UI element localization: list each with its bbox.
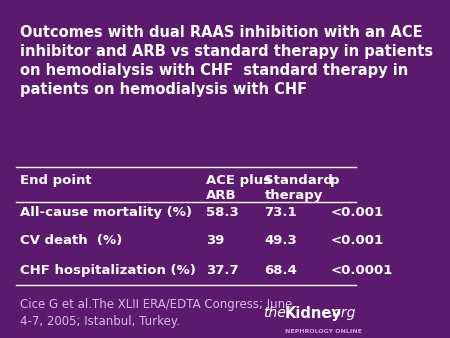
Text: 37.7: 37.7 xyxy=(206,264,238,277)
Text: CHF hospitalization (%): CHF hospitalization (%) xyxy=(20,264,196,277)
Text: 39: 39 xyxy=(206,234,225,247)
Text: .org: .org xyxy=(328,306,356,320)
Text: Outcomes with dual RAAS inhibition with an ACE
inhibitor and ARB vs standard the: Outcomes with dual RAAS inhibition with … xyxy=(20,25,433,97)
Text: Standard
therapy: Standard therapy xyxy=(265,174,333,202)
Text: 49.3: 49.3 xyxy=(265,234,297,247)
Text: p: p xyxy=(330,174,340,187)
Text: End point: End point xyxy=(20,174,91,187)
Text: NEPHROLOGY ONLINE: NEPHROLOGY ONLINE xyxy=(284,329,361,334)
Text: <0.0001: <0.0001 xyxy=(330,264,393,277)
Text: 68.4: 68.4 xyxy=(265,264,297,277)
Text: Kidney: Kidney xyxy=(284,306,342,321)
Text: 58.3: 58.3 xyxy=(206,206,239,219)
Text: <0.001: <0.001 xyxy=(330,234,383,247)
Text: CV death  (%): CV death (%) xyxy=(20,234,122,247)
Text: ACE plus
ARB: ACE plus ARB xyxy=(206,174,271,202)
Text: <0.001: <0.001 xyxy=(330,206,383,219)
Text: 73.1: 73.1 xyxy=(265,206,297,219)
Text: All-cause mortality (%): All-cause mortality (%) xyxy=(20,206,192,219)
Text: Cice G et al.The XLII ERA/EDTA Congress; June
4-7, 2005; Istanbul, Turkey.: Cice G et al.The XLII ERA/EDTA Congress;… xyxy=(20,298,292,328)
Text: the: the xyxy=(263,306,285,320)
